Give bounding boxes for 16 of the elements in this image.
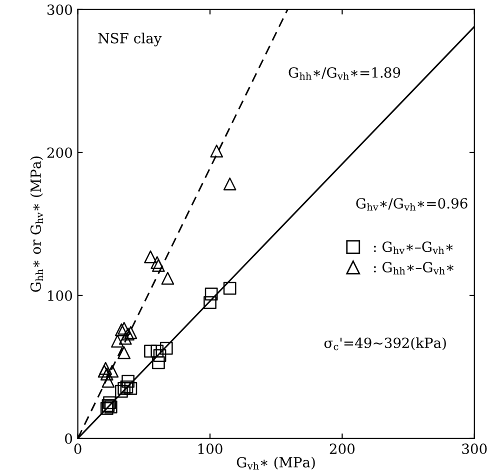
x-axis-title: G$_{vh}$∗ (MPa)	[236, 456, 315, 470]
y-tick-label: 300	[48, 4, 72, 15]
annotation: NSF clay	[98, 32, 162, 46]
x-tick-label: 200	[330, 444, 355, 454]
annotation: σ$_{c}$'=49∼392(kPa)	[324, 337, 446, 350]
y-tick-label: 100	[48, 290, 72, 301]
legend-label: : G$_{hv}$∗–G$_{vh}$∗	[374, 242, 453, 254]
legend-label: : G$_{hh}$∗–G$_{vh}$∗	[374, 262, 454, 274]
x-tick-label: 0	[74, 444, 82, 454]
annotation: G$_{hv}$∗/G$_{vh}$∗=0.96	[356, 198, 468, 211]
annotation: G$_{hh}$∗/G$_{vh}$∗=1.89	[288, 67, 400, 80]
x-tick-label: 300	[462, 444, 487, 454]
y-axis-title: G$_{hh}$∗ or G$_{hv}$∗ (MPa)	[30, 156, 43, 292]
y-tick-label: 200	[47, 147, 72, 158]
x-tick-label: 100	[198, 444, 222, 454]
y-tick-label: 0	[65, 433, 72, 444]
